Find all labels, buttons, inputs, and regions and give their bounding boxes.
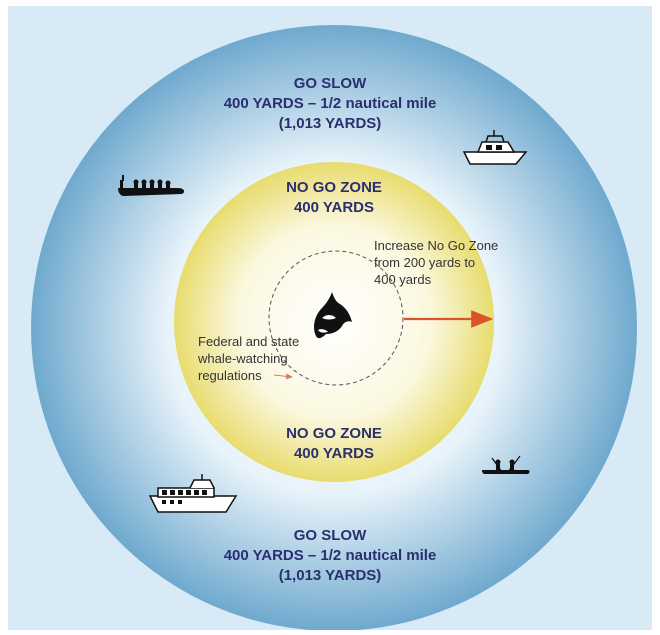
no-go-top-line2: 400 YARDS	[294, 199, 374, 216]
regulations-note-line3: regulations	[198, 368, 262, 383]
go-slow-bottom-line2: 400 YARDS – 1/2 nautical mile	[224, 547, 437, 564]
no-go-top-line1: NO GO ZONE	[286, 179, 382, 196]
go-slow-bottom-line1: GO SLOW	[294, 527, 367, 544]
go-slow-top-line3: (1,013 YARDS)	[279, 115, 382, 132]
kayak-icon	[482, 455, 530, 474]
increase-note-line1: Increase No Go Zone	[374, 238, 498, 253]
increase-note-line3: 400 yards	[374, 272, 432, 287]
go-slow-top-line1: GO SLOW	[294, 75, 367, 92]
go-slow-bottom-line3: (1,013 YARDS)	[279, 567, 382, 584]
regulations-arrow	[273, 373, 293, 380]
diagram-canvas: GO SLOW 400 YARDS – 1/2 nautical mile (1…	[8, 6, 652, 630]
orca-icon	[314, 292, 352, 339]
no-go-bottom-line1: NO GO ZONE	[286, 425, 382, 442]
zone-diagram: GO SLOW 400 YARDS – 1/2 nautical mile (1…	[31, 25, 637, 630]
regulation-boundary	[268, 250, 404, 386]
zodiac-boat-icon	[118, 175, 185, 196]
regulations-note-line2: whale-watching	[197, 351, 288, 366]
motor-yacht-icon	[462, 130, 528, 165]
go-slow-top-line2: 400 YARDS – 1/2 nautical mile	[224, 95, 437, 112]
increase-note-line2: from 200 yards to	[374, 255, 475, 270]
regulations-note-line1: Federal and state	[198, 334, 299, 349]
no-go-bottom-line2: 400 YARDS	[294, 445, 374, 462]
tour-boat-icon	[148, 474, 238, 513]
